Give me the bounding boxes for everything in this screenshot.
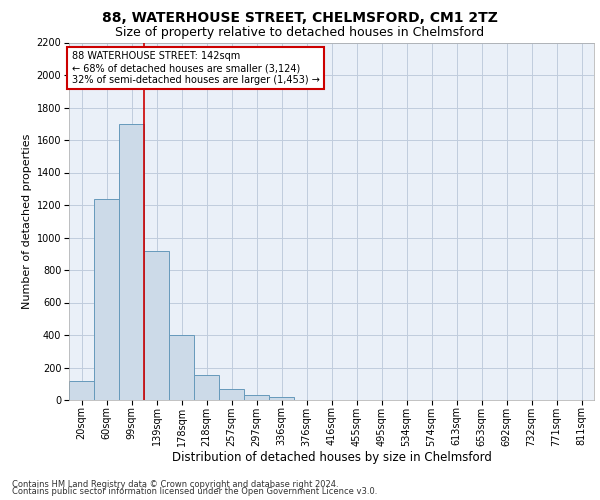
Bar <box>219 390 244 400</box>
Bar <box>69 380 94 400</box>
Bar <box>119 124 144 400</box>
Bar <box>244 395 269 400</box>
Bar <box>194 375 219 400</box>
Text: Contains HM Land Registry data © Crown copyright and database right 2024.: Contains HM Land Registry data © Crown c… <box>12 480 338 489</box>
Bar <box>94 198 119 400</box>
Bar <box>169 335 194 400</box>
Text: Contains public sector information licensed under the Open Government Licence v3: Contains public sector information licen… <box>12 487 377 496</box>
Y-axis label: Number of detached properties: Number of detached properties <box>22 134 32 309</box>
Bar <box>144 250 169 400</box>
Text: 88, WATERHOUSE STREET, CHELMSFORD, CM1 2TZ: 88, WATERHOUSE STREET, CHELMSFORD, CM1 2… <box>102 11 498 25</box>
Bar <box>269 397 294 400</box>
X-axis label: Distribution of detached houses by size in Chelmsford: Distribution of detached houses by size … <box>172 452 491 464</box>
Text: 88 WATERHOUSE STREET: 142sqm
← 68% of detached houses are smaller (3,124)
32% of: 88 WATERHOUSE STREET: 142sqm ← 68% of de… <box>71 52 320 84</box>
Text: Size of property relative to detached houses in Chelmsford: Size of property relative to detached ho… <box>115 26 485 39</box>
